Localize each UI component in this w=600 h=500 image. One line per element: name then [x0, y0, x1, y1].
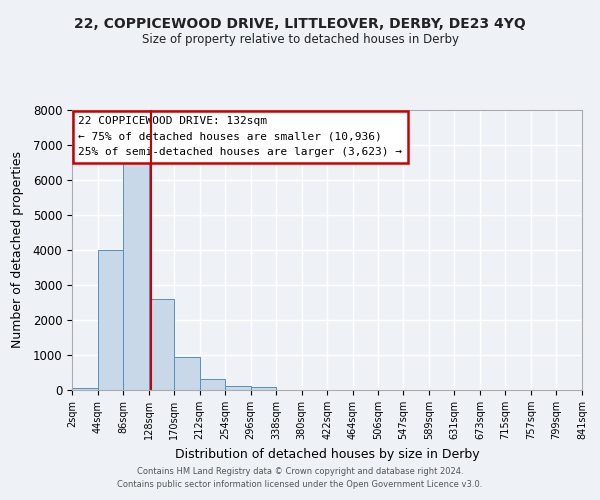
- Text: Contains public sector information licensed under the Open Government Licence v3: Contains public sector information licen…: [118, 480, 482, 489]
- Text: Contains HM Land Registry data © Crown copyright and database right 2024.: Contains HM Land Registry data © Crown c…: [137, 467, 463, 476]
- Bar: [123, 159, 149, 390]
- Bar: [225, 386, 251, 390]
- Bar: [200, 379, 225, 390]
- X-axis label: Distribution of detached houses by size in Derby: Distribution of detached houses by size …: [175, 448, 479, 460]
- Bar: [98, 250, 123, 390]
- Bar: [251, 387, 276, 390]
- Text: Size of property relative to detached houses in Derby: Size of property relative to detached ho…: [142, 32, 458, 46]
- Bar: [149, 299, 174, 390]
- Y-axis label: Number of detached properties: Number of detached properties: [11, 152, 25, 348]
- Text: 22 COPPICEWOOD DRIVE: 132sqm
← 75% of detached houses are smaller (10,936)
25% o: 22 COPPICEWOOD DRIVE: 132sqm ← 75% of de…: [78, 116, 402, 158]
- Bar: [174, 357, 200, 390]
- Text: 22, COPPICEWOOD DRIVE, LITTLEOVER, DERBY, DE23 4YQ: 22, COPPICEWOOD DRIVE, LITTLEOVER, DERBY…: [74, 18, 526, 32]
- Bar: [72, 388, 98, 390]
